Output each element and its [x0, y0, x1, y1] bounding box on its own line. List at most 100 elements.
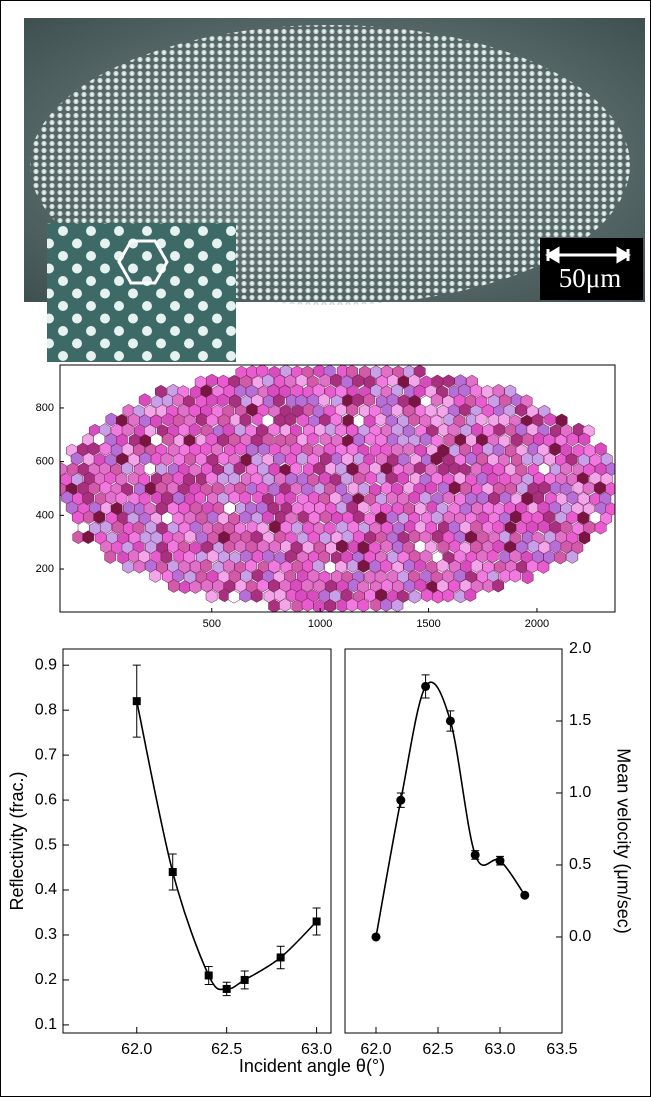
cell: [408, 413, 421, 427]
cell: [128, 471, 140, 486]
cell: [414, 578, 427, 593]
plot-frame: [344, 648, 563, 1034]
cell: [268, 422, 281, 437]
cell: [357, 482, 370, 496]
cell: [482, 442, 495, 456]
cell: [239, 510, 252, 525]
cell: [307, 569, 320, 583]
cell: [454, 568, 466, 583]
cell: [370, 383, 383, 398]
cell: [121, 461, 133, 476]
cell: [566, 510, 578, 525]
cell: [594, 481, 606, 495]
cell: [437, 540, 450, 554]
cell: [509, 569, 522, 583]
cell: [594, 442, 607, 456]
cell: [430, 452, 443, 466]
cell: [510, 510, 522, 524]
cell: [566, 432, 579, 447]
cell: [167, 579, 180, 593]
cell: [554, 550, 567, 565]
cell: [291, 521, 303, 535]
cell: [515, 403, 528, 417]
cell: [442, 374, 455, 389]
cell: [82, 530, 95, 544]
cell: [228, 433, 241, 447]
cell: [459, 442, 471, 457]
y-tick-label: 800: [36, 402, 54, 414]
data-point: [396, 795, 406, 805]
cell: [408, 529, 421, 544]
cell: [99, 442, 112, 456]
cell: [318, 393, 330, 407]
cell: [195, 452, 207, 466]
cell: [408, 590, 421, 604]
cell: [566, 550, 579, 564]
cell: [492, 462, 505, 477]
cell: [330, 373, 342, 388]
cell: [162, 412, 175, 427]
cell: [448, 579, 460, 593]
cell: [492, 539, 505, 554]
plot-frame: [62, 648, 332, 1034]
cell: [577, 511, 590, 525]
cell: [234, 442, 247, 456]
y-tick-label: 1.0: [569, 784, 591, 801]
cell: [430, 393, 443, 407]
x-tick-label: 62.0: [360, 1041, 391, 1058]
cell: [273, 451, 286, 466]
cell: [448, 481, 461, 495]
cell: [143, 461, 156, 476]
cell: [482, 501, 495, 515]
cell: [205, 471, 218, 485]
cell: [184, 529, 196, 544]
cell: [364, 471, 377, 485]
cell: [340, 471, 353, 486]
y-tick-label: 0.9: [35, 656, 57, 673]
cell: [216, 393, 229, 408]
cell: [93, 510, 106, 524]
cell: [268, 559, 281, 574]
x-axis-label: Incident angle θ(°): [239, 1056, 385, 1076]
cell: [222, 423, 235, 437]
cell: [150, 433, 163, 447]
cell: [476, 491, 489, 505]
cell: [560, 540, 573, 554]
cell: [380, 539, 393, 554]
y-axis-label: Reflectivity (frac.): [7, 771, 27, 910]
cell: [178, 560, 191, 574]
cell: [250, 589, 263, 603]
cell: [430, 510, 443, 525]
cell: [397, 471, 409, 486]
y-tick-label: 0.7: [35, 746, 57, 763]
cell: [436, 559, 449, 573]
y-tick-label: 0.0: [569, 928, 591, 945]
cell: [306, 432, 319, 446]
cell: [486, 549, 499, 564]
cell: [516, 481, 529, 495]
y-tick-label: 0.1: [35, 1016, 57, 1033]
cell: [150, 414, 163, 429]
cell: [386, 491, 398, 505]
cell: [205, 589, 218, 604]
cell: [425, 481, 438, 495]
cell: [577, 492, 590, 506]
data-point: [520, 890, 530, 900]
y-tick-label: 0.8: [35, 701, 57, 718]
cell: [205, 373, 218, 388]
cell: [543, 452, 556, 467]
cell: [386, 510, 398, 525]
data-point: [445, 716, 455, 726]
x-tick-label: 2000: [525, 618, 549, 630]
cell: [190, 501, 202, 515]
cell: [105, 412, 118, 427]
cell: [189, 540, 202, 555]
cell: [206, 549, 219, 563]
cell: [233, 461, 246, 476]
cell: [578, 432, 591, 447]
cell: [172, 471, 185, 485]
cell: [348, 578, 360, 593]
cell: [188, 423, 201, 437]
scale-bar-label: 50μm: [559, 263, 621, 293]
